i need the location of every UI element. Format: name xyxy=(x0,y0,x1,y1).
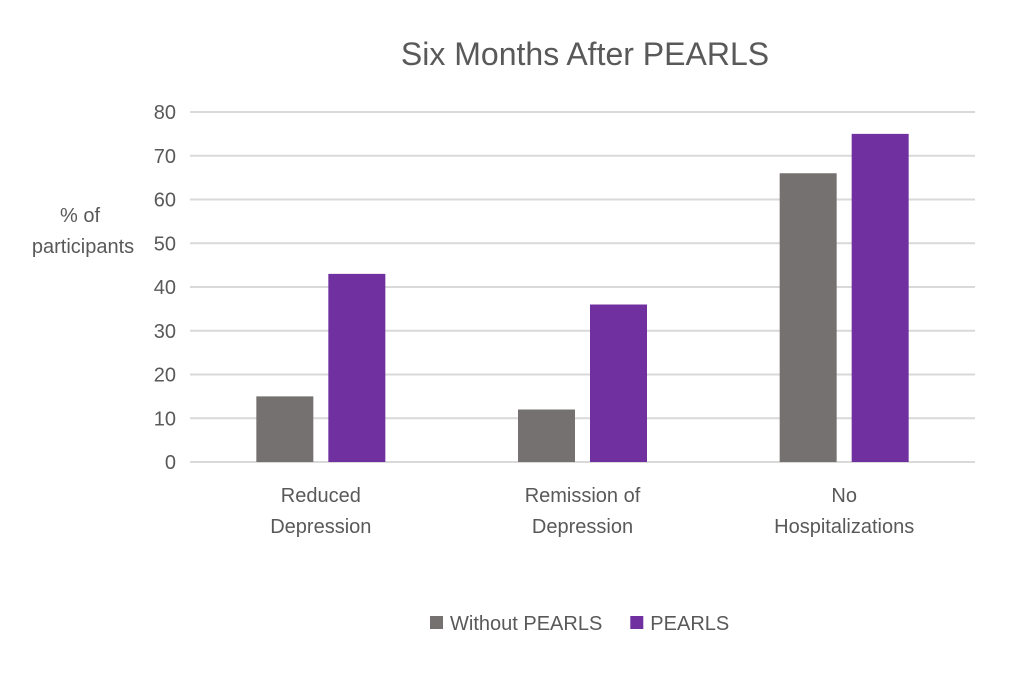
bar-pearls xyxy=(590,304,647,462)
legend-label: Without PEARLS xyxy=(450,613,602,635)
bar-pearls xyxy=(328,273,386,462)
legend-swatch xyxy=(430,616,443,629)
x-tick-label: Depression xyxy=(270,516,371,538)
x-tick-label: Hospitalizations xyxy=(774,516,914,538)
y-tick-label: 60 xyxy=(154,190,176,212)
bar-without-pearls xyxy=(256,396,314,462)
bar-pearls xyxy=(851,133,909,462)
x-tick-label: Remission of xyxy=(525,485,641,507)
y-tick-label: 70 xyxy=(154,146,176,168)
legend-label: PEARLS xyxy=(650,613,729,635)
x-tick-label: Reduced xyxy=(281,485,361,507)
x-tick-label: No xyxy=(831,485,857,507)
y-tick-label: 0 xyxy=(165,452,176,474)
y-tick-label: 20 xyxy=(154,365,176,387)
legend-swatch xyxy=(630,616,644,629)
y-axis-label-line2: participants xyxy=(32,236,134,258)
bar-without-pearls xyxy=(779,173,837,462)
y-axis-label-line1: % of xyxy=(60,205,100,227)
x-tick-label: Depression xyxy=(532,516,633,538)
y-tick-label: 30 xyxy=(154,321,176,343)
bar-without-pearls xyxy=(518,409,575,462)
y-tick-label: 10 xyxy=(154,408,176,430)
chart-title: Six Months After PEARLS xyxy=(401,36,769,72)
y-tick-label: 50 xyxy=(154,233,176,255)
y-tick-label: 40 xyxy=(154,277,176,299)
y-tick-label: 80 xyxy=(154,102,176,124)
